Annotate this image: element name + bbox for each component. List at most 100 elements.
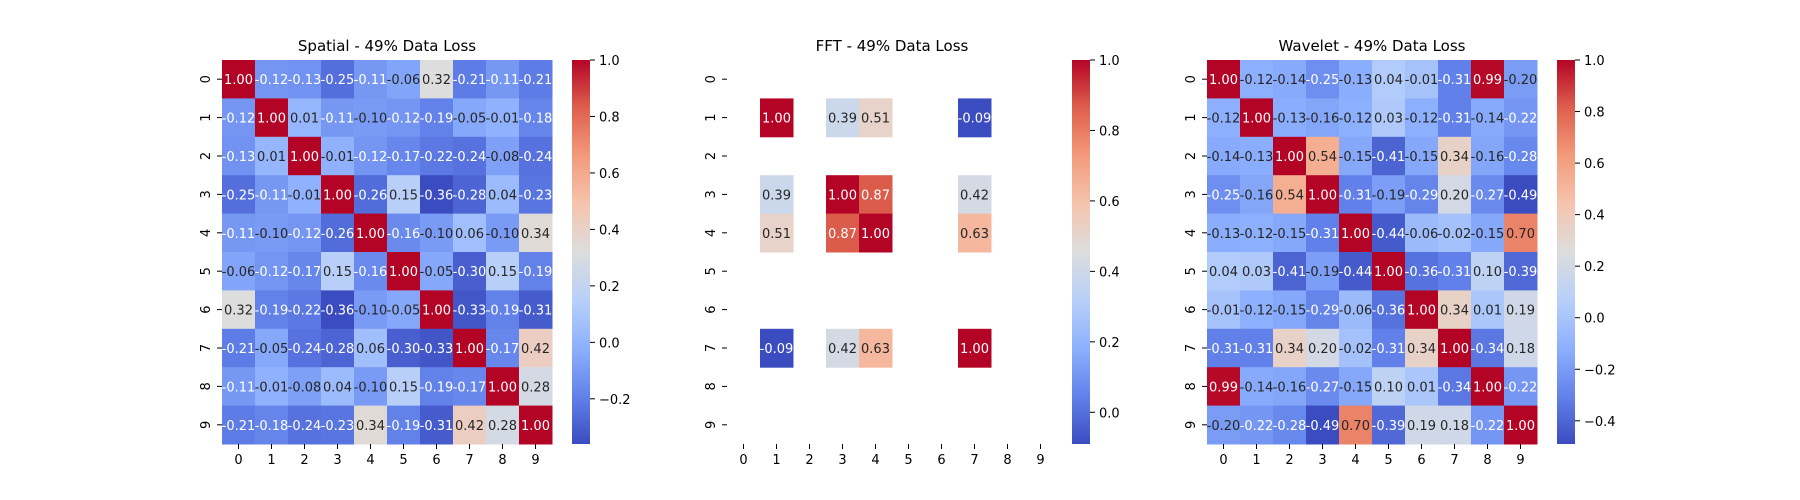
heatmap-cell: [321, 252, 355, 291]
heatmap-cell: [354, 405, 388, 445]
heatmap-cell: [1273, 136, 1307, 176]
cell-value-label: 0.34: [1440, 304, 1469, 319]
heatmap-cell: [1372, 328, 1406, 368]
cell-value-label: -0.28: [321, 342, 355, 357]
x-tick-label: 8: [1003, 453, 1011, 468]
cell-value-label: -0.13: [1273, 112, 1307, 127]
y-tick-label: 8: [1184, 382, 1199, 390]
cell-value-label: -0.30: [387, 342, 421, 357]
heatmap-cell: [958, 328, 992, 368]
cell-value-label: 0.34: [1407, 342, 1436, 357]
cell-value-label: -0.31: [519, 304, 553, 319]
x-tick-label: 7: [970, 453, 978, 468]
cell-value-label: 0.42: [455, 419, 484, 434]
cell-value-label: -0.33: [420, 342, 454, 357]
cell-value-label: 0.15: [488, 265, 517, 280]
heatmap-cell: [354, 252, 388, 291]
heatmap-cell: [255, 136, 289, 176]
heatmap-cell: [354, 98, 388, 138]
y-tick-label: 3: [1184, 190, 1199, 198]
cell-value-label: 0.20: [1308, 342, 1337, 357]
cell-value-label: -0.27: [1306, 380, 1340, 395]
cell-value-label: -0.08: [486, 150, 520, 165]
heatmap-cell: [1339, 60, 1373, 99]
colorbar-tick-label: 0.0: [1584, 312, 1605, 327]
cell-value-label: 0.01: [290, 112, 319, 127]
heatmap-cell: [519, 405, 553, 445]
cell-value-label: -0.05: [387, 304, 421, 319]
cell-value-label: -0.34: [1471, 342, 1505, 357]
heatmap-cell: [1207, 175, 1241, 215]
cell-value-label: -0.31: [1339, 188, 1373, 203]
cell-value-label: 0.01: [1407, 380, 1436, 395]
cell-value-label: -0.13: [288, 73, 322, 88]
heatmap-cell: [1372, 136, 1406, 176]
heatmap-cell: [486, 290, 520, 330]
cell-value-label: -0.24: [453, 150, 487, 165]
cell-value-label: -0.11: [486, 73, 520, 88]
cell-value-label: 0.42: [960, 188, 989, 203]
cell-value-label: 1.00: [356, 227, 385, 242]
heatmap-cell: [354, 60, 388, 99]
heatmap-cell: [1471, 252, 1505, 291]
x-tick-label: 1: [267, 453, 275, 468]
cell-value-label: -0.25: [1207, 188, 1241, 203]
colorbar-tick-label: 0.0: [599, 336, 620, 351]
heatmap-cell: [1339, 367, 1373, 407]
x-tick-label: 0: [739, 453, 747, 468]
y-tick-label: 3: [704, 190, 719, 198]
cell-value-label: -0.12: [1240, 227, 1274, 242]
heatmap-cell: [387, 175, 421, 215]
cell-value-label: -0.31: [420, 419, 454, 434]
cell-value-label: 1.00: [1275, 150, 1304, 165]
cell-value-label: -0.09: [760, 342, 794, 357]
cell-value-label: -0.02: [1438, 227, 1472, 242]
heatmap-cell: [420, 328, 454, 368]
x-tick-label: 5: [399, 453, 407, 468]
cell-value-label: -0.15: [1339, 380, 1373, 395]
heatmap-cell: [1306, 252, 1340, 291]
colorbar-tick-label: 1.0: [1584, 54, 1605, 69]
heatmap-cell: [1471, 98, 1505, 138]
colorbar-tick-label: 0.4: [1584, 209, 1605, 224]
heatmap-cell: [1240, 175, 1274, 215]
cell-value-label: -0.29: [1306, 304, 1340, 319]
y-tick-label: 8: [199, 382, 214, 390]
cell-value-label: -0.24: [288, 342, 322, 357]
heatmap-cell: [519, 136, 553, 176]
heatmap-cell: [1339, 252, 1373, 291]
heatmap-cell: [1273, 60, 1307, 99]
heatmap-cell: [1438, 290, 1472, 330]
y-tick-label: 4: [1184, 229, 1199, 237]
x-tick-label: 6: [937, 453, 945, 468]
cell-value-label: -0.19: [420, 380, 454, 395]
heatmap-cell: [222, 367, 256, 407]
cell-value-label: -0.29: [1405, 188, 1439, 203]
heatmap-cell: [1471, 175, 1505, 215]
x-tick-label: 5: [1384, 453, 1392, 468]
cell-value-label: -0.22: [288, 304, 322, 319]
cell-value-label: 0.04: [488, 188, 517, 203]
cell-value-label: 0.32: [422, 73, 451, 88]
heatmap-cell: [255, 213, 289, 253]
cell-value-label: 0.04: [323, 380, 352, 395]
cell-value-label: 1.00: [422, 304, 451, 319]
cell-value-label: 1.00: [1506, 419, 1535, 434]
heatmap-cell: [321, 213, 355, 253]
cell-value-label: -0.25: [1306, 73, 1340, 88]
heatmap-cell: [255, 175, 289, 215]
y-tick-label: 6: [704, 305, 719, 313]
cell-value-label: -0.01: [255, 380, 289, 395]
heatmap-cell: [255, 328, 289, 368]
cell-value-label: 1.00: [323, 188, 352, 203]
cell-value-label: -0.31: [1306, 227, 1340, 242]
heatmap-cell: [1273, 175, 1307, 215]
cell-value-label: -0.06: [222, 265, 256, 280]
cell-value-label: -0.28: [453, 188, 487, 203]
cell-value-label: -0.16: [354, 265, 388, 280]
cell-value-label: 0.19: [1506, 304, 1535, 319]
cell-value-label: 0.63: [960, 227, 989, 242]
cell-value-label: -0.44: [1372, 227, 1406, 242]
y-tick-label: 0: [704, 75, 719, 83]
